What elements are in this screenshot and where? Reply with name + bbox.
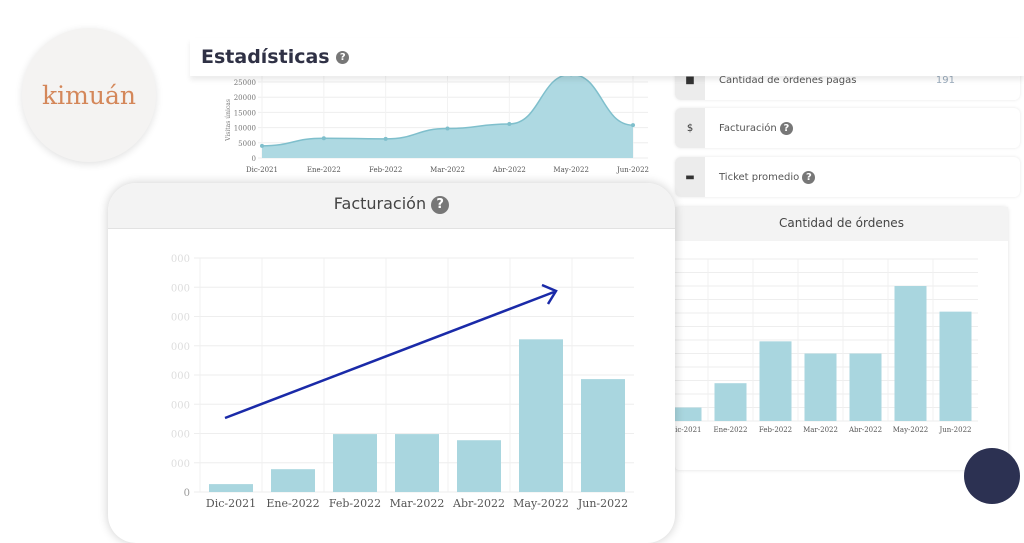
help-icon[interactable]: ? <box>431 195 450 214</box>
x-tick-label: Jun-2022 <box>577 497 628 510</box>
x-tick-label: Feb-2022 <box>369 166 402 174</box>
y-tick-label: 000 <box>171 400 190 411</box>
visits-chart: 0 5000 10000 15000 20000 25000 Dic-2021 Ene-202… <box>225 72 649 174</box>
y-tick-label: 000 <box>171 430 190 441</box>
y-tick-label: 0 <box>184 488 190 499</box>
data-point <box>321 136 326 141</box>
bar <box>714 383 747 421</box>
y-tick-label: 000 <box>171 342 190 353</box>
bar <box>271 469 315 492</box>
x-tick-label: Jun-2022 <box>938 426 971 434</box>
x-tick-label: Mar-2022 <box>430 166 465 174</box>
trend-arrow-head <box>541 283 558 305</box>
x-tick-label: Mar-2022 <box>390 497 445 510</box>
x-tick-label: May-2022 <box>893 426 928 434</box>
orders-chart: Dic-2021 Ene-2022 Feb-2022 Mar-2022 Abr-2022… <box>657 258 978 434</box>
y-axis-label: Visitas únicas <box>225 99 232 142</box>
bar <box>457 440 501 492</box>
page-header: Estadísticas ? <box>190 38 1024 76</box>
kimuan-logo: kimuán <box>22 28 156 162</box>
bar <box>395 434 439 492</box>
y-tick-label: 0 <box>252 155 256 163</box>
data-point <box>507 121 512 126</box>
y-tick-label: 000 <box>171 254 190 265</box>
trend-arrow-line <box>224 290 555 420</box>
cash-icon: ▬ <box>675 157 705 197</box>
stat-card-billing: $ Facturación ? <box>675 108 1020 148</box>
stat-label: Ticket promedio <box>719 171 800 183</box>
bar <box>849 353 882 421</box>
x-tick-label: Feb-2022 <box>759 426 792 434</box>
bar <box>759 341 792 421</box>
x-tick-label: Abr-2022 <box>452 497 505 510</box>
bar <box>519 339 563 492</box>
orders-chart-panel: Cantidad de órdenes Dic-2021 Ene-2022 Feb-… <box>657 207 1008 470</box>
bar <box>939 311 972 421</box>
x-tick-label: Ene-2022 <box>714 426 748 434</box>
x-tick-label: Ene-2022 <box>307 166 341 174</box>
billing-chart-card: Facturación ? 0 000 000 000 000 000 000 000 000 D… <box>108 183 675 543</box>
y-tick-label: 5000 <box>238 140 256 148</box>
page-title: Estadísticas ? <box>201 46 350 68</box>
data-point <box>383 136 388 141</box>
stat-value: 191 <box>935 74 955 86</box>
x-tick-label: May-2022 <box>553 166 588 174</box>
y-tick-label: 000 <box>171 283 190 294</box>
x-tick-label: May-2022 <box>513 497 569 510</box>
stat-card-avg-ticket: ▬ Ticket promedio ? <box>675 157 1020 197</box>
x-tick-label: Mar-2022 <box>803 426 838 434</box>
stat-label: Facturación <box>719 122 777 134</box>
area-fill <box>262 74 633 158</box>
y-tick-label: 25000 <box>234 79 256 87</box>
bar <box>804 353 837 421</box>
y-tick-label: 10000 <box>234 125 256 133</box>
bar <box>333 434 377 492</box>
x-tick-label: Dic-2021 <box>675 426 701 434</box>
data-point <box>445 126 450 131</box>
x-tick-label: Abr-2022 <box>492 166 526 174</box>
y-tick-label: 15000 <box>234 109 256 117</box>
x-tick-label: Jun-2022 <box>616 166 649 174</box>
chat-button[interactable] <box>964 448 1020 504</box>
x-tick-label: Abr-2022 <box>848 426 882 434</box>
billing-chart-header: Facturación ? <box>108 183 675 229</box>
data-point <box>631 123 635 128</box>
y-tick-label: 000 <box>171 459 190 470</box>
help-icon[interactable]: ? <box>802 170 816 184</box>
x-tick-label: Feb-2022 <box>329 497 381 510</box>
stat-label: Cantidad de órdenes pagas <box>719 74 857 86</box>
help-icon[interactable]: ? <box>779 121 793 135</box>
x-tick-label: Dic-2021 <box>246 166 278 174</box>
x-tick-label: Dic-2021 <box>206 497 256 510</box>
dollar-icon: $ <box>675 108 705 148</box>
data-point <box>260 143 264 148</box>
billing-chart-title: Facturación <box>333 194 427 213</box>
orders-chart-title: Cantidad de órdenes <box>675 207 1008 241</box>
bar <box>209 484 253 492</box>
bar <box>669 407 702 421</box>
x-tick-label: Ene-2022 <box>266 497 319 510</box>
y-tick-label: 000 <box>171 371 190 382</box>
y-tick-label: 000 <box>171 313 190 324</box>
help-icon[interactable]: ? <box>336 51 350 64</box>
logo-text: kimuán <box>42 80 136 110</box>
y-tick-label: 20000 <box>234 94 256 102</box>
bar <box>894 286 927 421</box>
bar <box>581 379 625 492</box>
